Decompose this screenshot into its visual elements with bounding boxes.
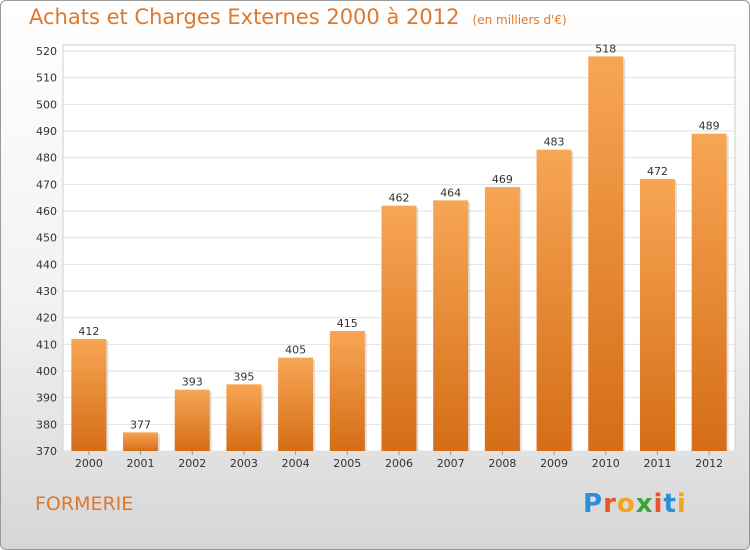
data-label: 415: [337, 317, 358, 330]
y-tick-label: 480: [36, 152, 57, 165]
city-name: FORMERIE: [35, 493, 134, 515]
logo-letter: P: [583, 489, 604, 519]
y-tick-label: 490: [36, 125, 57, 138]
data-label: 469: [492, 173, 513, 186]
bar-2003: [226, 384, 262, 451]
x-tick-label: 2005: [333, 457, 361, 470]
y-tick-label: 520: [36, 45, 57, 58]
y-tick-label: 430: [36, 285, 57, 298]
bar-2011: [639, 179, 675, 451]
x-tick-label: 2001: [127, 457, 155, 470]
bar-2002: [174, 389, 210, 451]
bar-2000: [71, 339, 107, 451]
y-tick-label: 420: [36, 312, 57, 325]
data-labels: 412 377 393 395 405 415 462 464 469 483 518 472 489: [78, 42, 719, 431]
x-tick-label: 2010: [592, 457, 620, 470]
chart-title: Achats et Charges Externes 2000 à 2012: [29, 5, 460, 29]
x-tick-label: 2000: [75, 457, 103, 470]
data-label: 489: [699, 120, 720, 133]
logo-letter: i: [653, 489, 664, 519]
data-label: 472: [647, 165, 668, 178]
x-tick-label: 2006: [385, 457, 413, 470]
y-tick-label: 400: [36, 365, 57, 378]
bar-2008: [484, 187, 520, 451]
x-tick-label: 2004: [282, 457, 310, 470]
x-tick-label: 2008: [488, 457, 516, 470]
y-tick-label: 390: [36, 392, 57, 405]
logo-letter: o: [616, 489, 636, 519]
x-tick-label: 2007: [437, 457, 465, 470]
logo-letter: x: [635, 489, 654, 519]
logo-letter: i: [676, 489, 687, 519]
bar-2007: [433, 200, 469, 451]
bar-2012: [691, 133, 727, 451]
bar-2004: [278, 357, 314, 451]
title-row: Achats et Charges Externes 2000 à 2012 (…: [29, 5, 567, 29]
x-tick-label: 2003: [230, 457, 258, 470]
y-tick-label: 510: [36, 72, 57, 85]
y-tick-label: 370: [36, 445, 57, 458]
x-axis-ticks: 2000 2001 2002 2003 2004 2005 2006 2007 2008 2009…: [75, 451, 723, 470]
data-label: 393: [182, 376, 203, 389]
data-label: 518: [595, 42, 616, 55]
logo-letter: t: [663, 489, 677, 519]
x-tick-label: 2002: [178, 457, 206, 470]
data-label: 462: [389, 192, 410, 205]
data-label: 464: [440, 186, 461, 199]
bar-2001: [123, 432, 159, 451]
data-label: 377: [130, 418, 151, 431]
proxiti-logo: Proxiti: [583, 489, 687, 519]
data-label: 395: [233, 370, 254, 383]
x-tick-label: 2011: [643, 457, 671, 470]
bar-2010: [588, 56, 624, 451]
y-tick-label: 460: [36, 205, 57, 218]
y-axis-ticks: 370 380 390 400 410 420 430 440 450 460 470 480 490 5…: [36, 45, 57, 458]
y-tick-label: 410: [36, 338, 57, 351]
chart-unit: (en milliers d'€): [472, 13, 567, 27]
y-tick-label: 500: [36, 98, 57, 111]
y-tick-label: 470: [36, 178, 57, 191]
bar-2005: [329, 331, 365, 451]
x-tick-label: 2012: [695, 457, 723, 470]
x-tick-label: 2009: [540, 457, 568, 470]
y-tick-label: 450: [36, 232, 57, 245]
data-label: 483: [544, 136, 565, 149]
logo-letter: r: [603, 489, 617, 519]
bar-2006: [381, 205, 417, 451]
data-label: 405: [285, 344, 306, 357]
bars: [71, 56, 729, 451]
y-tick-label: 440: [36, 258, 57, 271]
bar-2009: [536, 149, 572, 451]
y-tick-label: 380: [36, 418, 57, 431]
data-label: 412: [78, 325, 99, 338]
